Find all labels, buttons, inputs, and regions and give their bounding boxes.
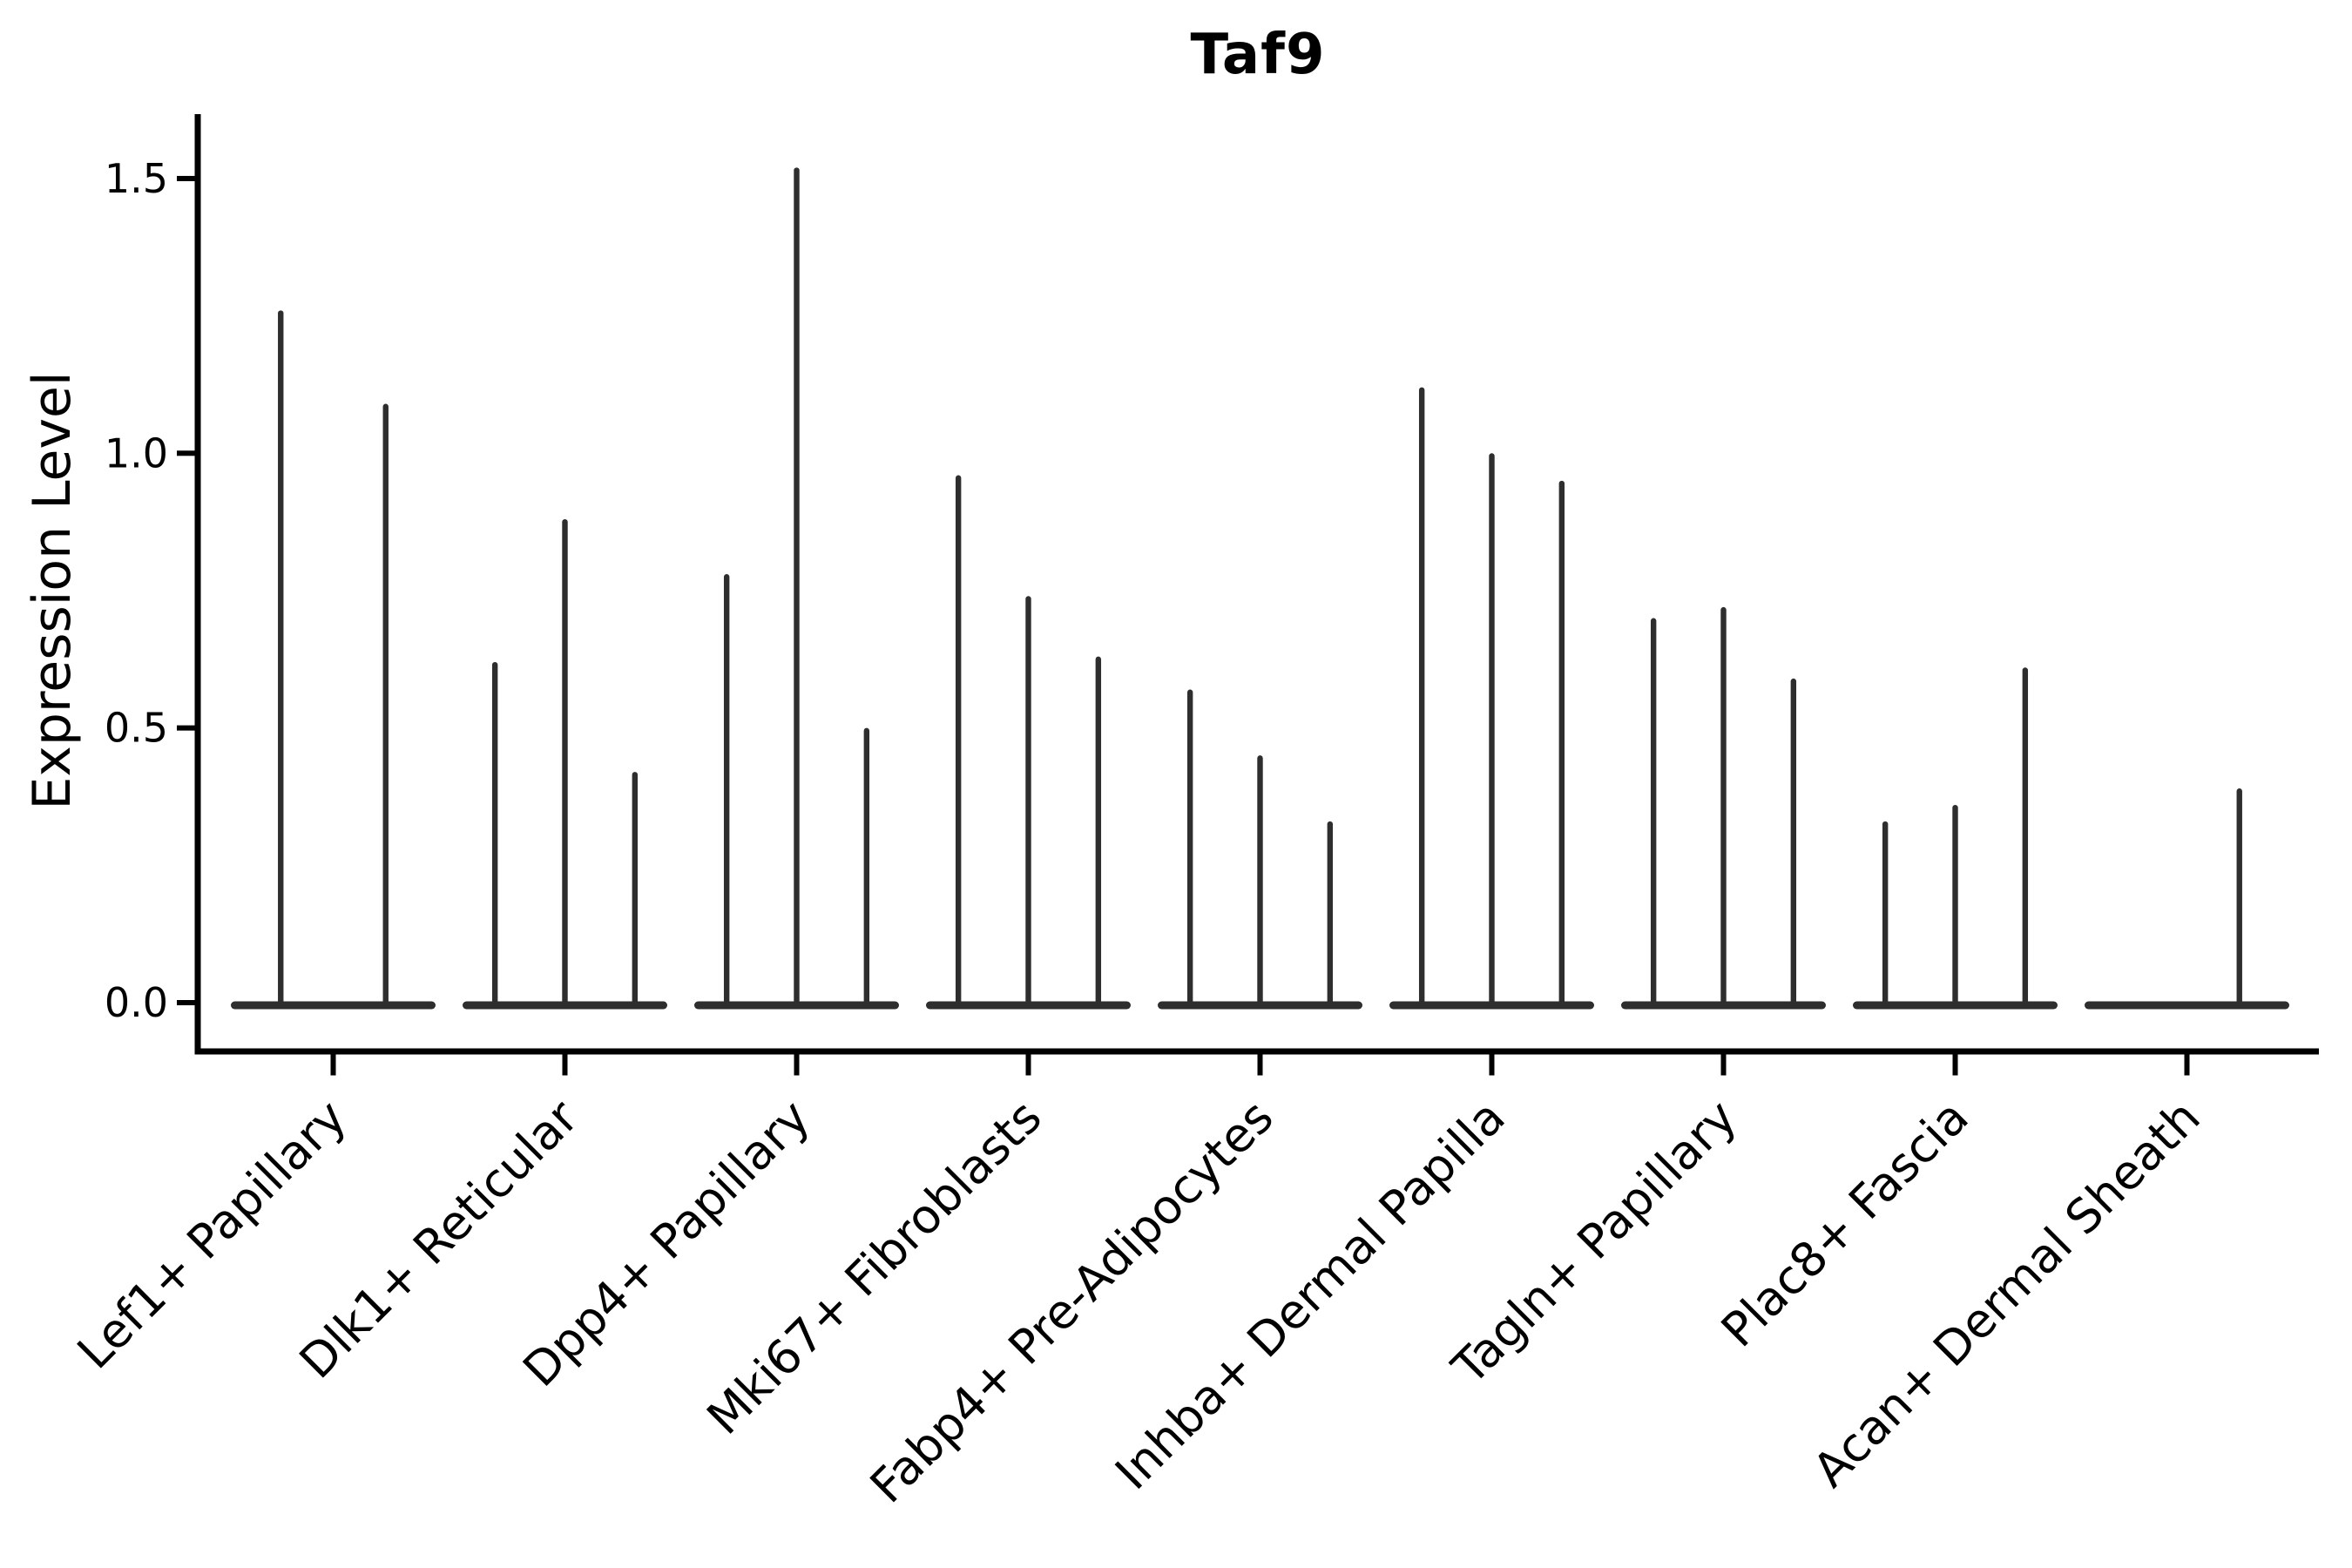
y-tick: [177, 175, 195, 181]
x-tick: [1025, 1054, 1031, 1076]
violin-spike: [2236, 788, 2242, 1006]
violin-spike: [723, 574, 730, 1006]
x-tick: [1489, 1054, 1495, 1076]
violin-base: [2085, 1001, 2289, 1010]
violin-spike: [1025, 596, 1031, 1006]
violin-spike: [1095, 656, 1102, 1006]
x-tick: [1952, 1054, 1958, 1076]
chart-title: Taf9: [1190, 23, 1326, 87]
x-axis-spine: [194, 1048, 2319, 1055]
x-tick: [562, 1054, 568, 1076]
violin-spike: [1882, 821, 1889, 1006]
violin-spike: [1952, 804, 1958, 1006]
violin-spike: [278, 310, 284, 1006]
y-tick-label: 1.0: [105, 429, 168, 476]
x-tick: [1257, 1054, 1263, 1076]
x-tick-label: Plac8+ Fascia: [1711, 1090, 1979, 1358]
violin-spike: [562, 518, 568, 1006]
x-tick: [330, 1054, 336, 1076]
y-tick: [177, 1000, 195, 1005]
violin-spike: [1327, 821, 1334, 1006]
violin-spike: [794, 167, 800, 1006]
violin-spike: [1650, 618, 1657, 1006]
x-tick-label: Acan+ Dermal Sheath: [1802, 1090, 2210, 1497]
violin-spike: [863, 727, 870, 1006]
violin-spike: [1418, 387, 1425, 1007]
y-tick-label: 0.0: [105, 979, 168, 1026]
x-tick-label: Fabp4+ Pre-Adipocytes: [860, 1090, 1284, 1514]
y-tick: [177, 725, 195, 731]
x-tick: [1720, 1054, 1727, 1076]
violin-spike: [382, 403, 389, 1006]
x-tick-label: Inhba+ Dermal Papilla: [1105, 1090, 1515, 1500]
y-tick: [177, 450, 195, 456]
violin-spike: [1489, 453, 1495, 1006]
violin-base: [231, 1001, 436, 1010]
x-tick: [794, 1054, 800, 1076]
violin-spike: [1558, 480, 1565, 1006]
violin-spike: [1257, 755, 1263, 1006]
violin-spike: [491, 661, 498, 1006]
y-tick-label: 1.5: [105, 155, 168, 202]
violin-spike: [2022, 667, 2029, 1006]
violin-spike: [632, 772, 639, 1006]
violin-spike: [1790, 678, 1797, 1006]
x-tick: [2184, 1054, 2190, 1076]
violin-spike: [1720, 606, 1727, 1006]
y-axis-spine: [194, 114, 201, 1055]
violin-spike: [955, 475, 962, 1006]
y-tick-label: 0.5: [105, 705, 168, 752]
violin-spike: [1186, 689, 1193, 1006]
